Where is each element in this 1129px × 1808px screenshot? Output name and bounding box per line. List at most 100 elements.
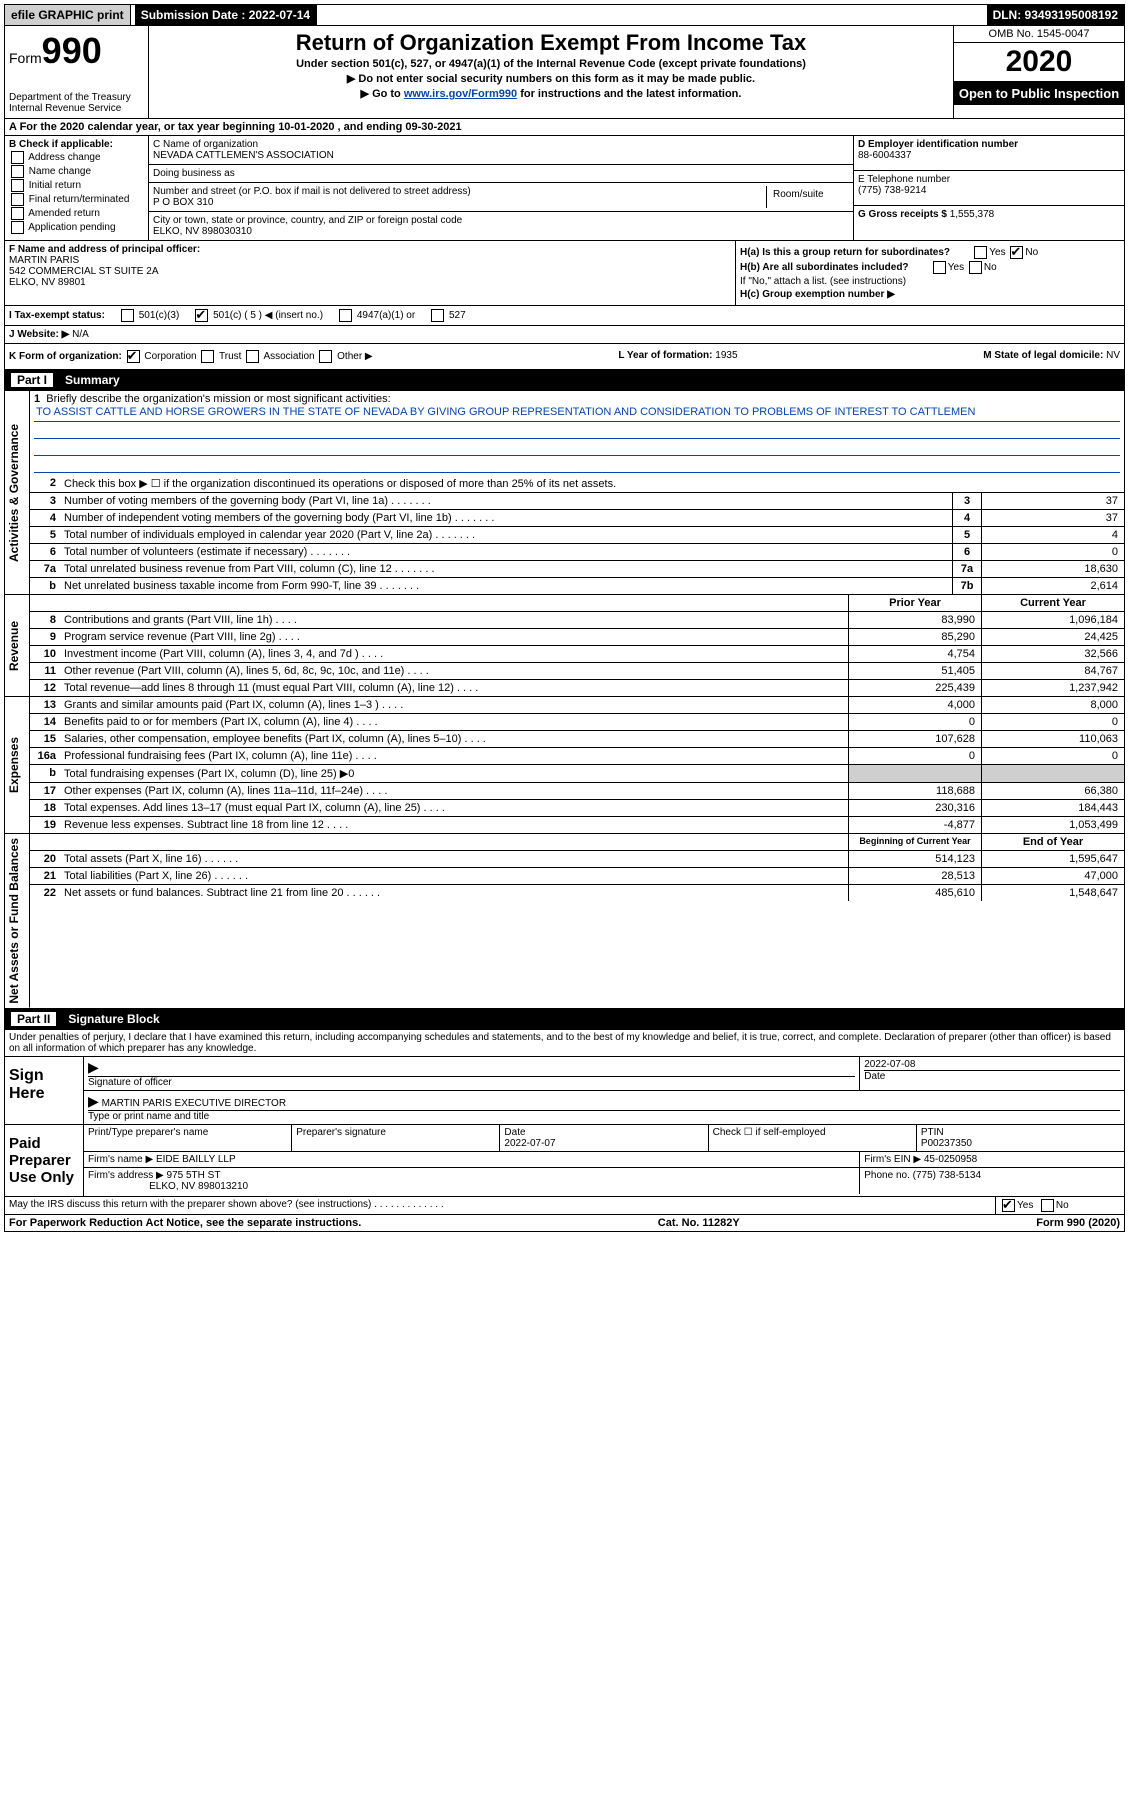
cb-address-change[interactable]: Address change bbox=[9, 151, 144, 164]
expense-row: 19Revenue less expenses. Subtract line 1… bbox=[30, 817, 1124, 833]
discuss-yes[interactable] bbox=[1002, 1199, 1015, 1212]
revenue-row: 10Investment income (Part VIII, column (… bbox=[30, 646, 1124, 663]
form-title: Return of Organization Exempt From Incom… bbox=[153, 30, 949, 56]
expense-row: bTotal fundraising expenses (Part IX, co… bbox=[30, 765, 1124, 783]
instructions-link-line: ▶ Go to www.irs.gov/Form990 for instruct… bbox=[153, 87, 949, 100]
section-c: C Name of organization NEVADA CATTLEMEN'… bbox=[149, 136, 853, 240]
submission-date: Submission Date : 2022-07-14 bbox=[135, 5, 317, 25]
telephone: (775) 738-9214 bbox=[858, 185, 1120, 196]
revenue-row: 11Other revenue (Part VIII, column (A), … bbox=[30, 663, 1124, 680]
cb-other[interactable]: Other ▶ bbox=[317, 351, 372, 362]
expense-row: 17Other expenses (Part IX, column (A), l… bbox=[30, 783, 1124, 800]
cb-final-return[interactable]: Final return/terminated bbox=[9, 193, 144, 206]
netasset-row: 20Total assets (Part X, line 16) . . . .… bbox=[30, 851, 1124, 868]
form-header: Form990 Department of the Treasury Inter… bbox=[4, 25, 1125, 119]
section-deg: D Employer identification number 88-6004… bbox=[853, 136, 1124, 240]
part-i-header: Part ISummary bbox=[4, 370, 1125, 391]
section-b: B Check if applicable: Address change Na… bbox=[5, 136, 149, 240]
ptin: P00237350 bbox=[921, 1138, 972, 1149]
omb-number: OMB No. 1545-0047 bbox=[954, 26, 1124, 43]
expenses-label: Expenses bbox=[5, 697, 30, 833]
discuss-no[interactable] bbox=[1041, 1199, 1054, 1212]
firm-phone: (775) 738-5134 bbox=[913, 1170, 981, 1181]
officer-sig-date: 2022-07-08 bbox=[864, 1059, 915, 1070]
cb-initial-return[interactable]: Initial return bbox=[9, 179, 144, 192]
room-suite: Room/suite bbox=[766, 186, 849, 208]
dln: DLN: 93493195008192 bbox=[987, 5, 1124, 25]
year-formation: 1935 bbox=[715, 350, 737, 361]
expenses-section: Expenses 13Grants and similar amounts pa… bbox=[4, 697, 1125, 834]
efile-print-button[interactable]: efile GRAPHIC print bbox=[5, 5, 131, 25]
firm-ein: 45-0250958 bbox=[924, 1154, 977, 1165]
paid-preparer-label: Paid Preparer Use Only bbox=[5, 1125, 84, 1196]
org-name: NEVADA CATTLEMEN'S ASSOCIATION bbox=[153, 150, 849, 161]
sign-here-label: Sign Here bbox=[5, 1057, 84, 1124]
officer-name: MARTIN PARIS bbox=[9, 255, 79, 266]
governance-row: 5Total number of individuals employed in… bbox=[30, 527, 1124, 544]
dept-treasury: Department of the Treasury Internal Reve… bbox=[9, 92, 144, 114]
cb-501c3[interactable]: 501(c)(3) bbox=[119, 309, 179, 322]
section-fh: F Name and address of principal officer:… bbox=[4, 241, 1125, 306]
cb-app-pending[interactable]: Application pending bbox=[9, 221, 144, 234]
cb-name-change[interactable]: Name change bbox=[9, 165, 144, 178]
section-h: H(a) Is this a group return for subordin… bbox=[736, 241, 1124, 305]
governance-row: 6Total number of volunteers (estimate if… bbox=[30, 544, 1124, 561]
website-value: N/A bbox=[72, 329, 89, 340]
self-employed-check[interactable]: Check ☐ if self-employed bbox=[709, 1125, 917, 1151]
section-i: I Tax-exempt status: 501(c)(3) 501(c) ( … bbox=[4, 306, 1125, 326]
cb-4947[interactable]: 4947(a)(1) or bbox=[337, 309, 415, 322]
governance-section: Activities & Governance 1 Briefly descri… bbox=[4, 391, 1125, 595]
netasset-row: 21Total liabilities (Part X, line 26) . … bbox=[30, 868, 1124, 885]
netasset-row: 22Net assets or fund balances. Subtract … bbox=[30, 885, 1124, 901]
governance-row: 4Number of independent voting members of… bbox=[30, 510, 1124, 527]
tax-year-line: A For the 2020 calendar year, or tax yea… bbox=[4, 119, 1125, 136]
governance-label: Activities & Governance bbox=[5, 391, 30, 594]
discuss-with-preparer: May the IRS discuss this return with the… bbox=[5, 1197, 996, 1214]
form-subtitle: Under section 501(c), 527, or 4947(a)(1)… bbox=[153, 58, 949, 70]
expense-row: 13Grants and similar amounts paid (Part … bbox=[30, 697, 1124, 714]
gross-receipts: 1,555,378 bbox=[950, 209, 995, 220]
expense-row: 15Salaries, other compensation, employee… bbox=[30, 731, 1124, 748]
signature-block: Under penalties of perjury, I declare th… bbox=[4, 1030, 1125, 1215]
page-footer: For Paperwork Reduction Act Notice, see … bbox=[4, 1215, 1125, 1232]
officer-printed-name: MARTIN PARIS EXECUTIVE DIRECTOR bbox=[102, 1098, 286, 1109]
expense-row: 14Benefits paid to or for members (Part … bbox=[30, 714, 1124, 731]
netassets-section: Net Assets or Fund Balances Beginning of… bbox=[4, 834, 1125, 1009]
governance-row: 2Check this box ▶ ☐ if the organization … bbox=[30, 475, 1124, 493]
ssn-note: ▶ Do not enter social security numbers o… bbox=[153, 72, 949, 85]
mission-text: TO ASSIST CATTLE AND HORSE GROWERS IN TH… bbox=[34, 405, 1120, 422]
expense-row: 18Total expenses. Add lines 13–17 (must … bbox=[30, 800, 1124, 817]
part-ii-header: Part IISignature Block bbox=[4, 1009, 1125, 1030]
governance-row: 3Number of voting members of the governi… bbox=[30, 493, 1124, 510]
org-city: ELKO, NV 898030310 bbox=[153, 226, 462, 237]
cb-association[interactable]: Association bbox=[244, 351, 314, 362]
section-bcdeg: B Check if applicable: Address change Na… bbox=[4, 136, 1125, 241]
revenue-row: 9Program service revenue (Part VIII, lin… bbox=[30, 629, 1124, 646]
tax-year: 2020 bbox=[954, 43, 1124, 82]
cb-501c[interactable]: 501(c) ( 5 ) ◀ (insert no.) bbox=[193, 309, 323, 322]
top-bar: efile GRAPHIC print Submission Date : 20… bbox=[4, 4, 1125, 25]
section-f: F Name and address of principal officer:… bbox=[5, 241, 736, 305]
section-klm: K Form of organization: Corporation Trus… bbox=[4, 344, 1125, 370]
cb-amended[interactable]: Amended return bbox=[9, 207, 144, 220]
firm-address: 975 5TH ST bbox=[167, 1170, 221, 1181]
section-j: J Website: ▶ N/A bbox=[4, 326, 1125, 344]
revenue-label: Revenue bbox=[5, 595, 30, 696]
revenue-row: 8Contributions and grants (Part VIII, li… bbox=[30, 612, 1124, 629]
org-street: P O BOX 310 bbox=[153, 197, 766, 208]
cb-corporation[interactable]: Corporation bbox=[125, 351, 197, 362]
preparer-date: 2022-07-07 bbox=[504, 1138, 555, 1149]
netassets-label: Net Assets or Fund Balances bbox=[5, 834, 30, 1008]
expense-row: 16aProfessional fundraising fees (Part I… bbox=[30, 748, 1124, 765]
perjury-statement: Under penalties of perjury, I declare th… bbox=[5, 1030, 1124, 1056]
cb-trust[interactable]: Trust bbox=[199, 351, 241, 362]
instructions-link[interactable]: www.irs.gov/Form990 bbox=[404, 88, 517, 100]
revenue-row: 12Total revenue—add lines 8 through 11 (… bbox=[30, 680, 1124, 696]
revenue-section: Revenue Prior Year Current Year 8Contrib… bbox=[4, 595, 1125, 697]
open-public-badge: Open to Public Inspection bbox=[954, 82, 1124, 105]
governance-row: 7aTotal unrelated business revenue from … bbox=[30, 561, 1124, 578]
firm-name: EIDE BAILLY LLP bbox=[156, 1154, 236, 1165]
governance-row: bNet unrelated business taxable income f… bbox=[30, 578, 1124, 594]
state-domicile: NV bbox=[1106, 350, 1120, 361]
cb-527[interactable]: 527 bbox=[429, 309, 465, 322]
